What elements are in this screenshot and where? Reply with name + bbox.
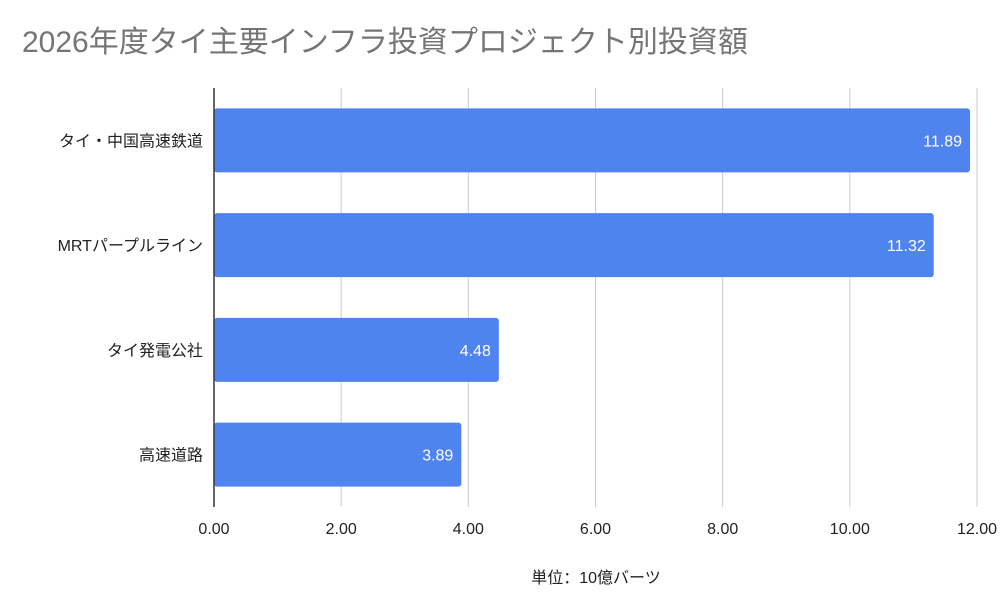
- category-label: タイ発電公社: [107, 342, 203, 360]
- x-tick-label: 2.00: [326, 521, 357, 538]
- bar: [214, 422, 462, 487]
- x-tick-label: 10.00: [830, 521, 870, 538]
- data-label: 4.48: [460, 343, 491, 360]
- x-tick-label: 4.00: [453, 521, 484, 538]
- data-label: 11.89: [923, 133, 962, 150]
- bar: [214, 108, 971, 173]
- chart-title: 2026年度タイ主要インフラ投資プロジェクト別投資額: [22, 26, 748, 59]
- bar: [214, 213, 934, 278]
- x-tick-label: 12.00: [957, 521, 997, 538]
- category-label: タイ・中国高速鉄道: [59, 132, 203, 150]
- x-tick-label: 0.00: [198, 521, 229, 538]
- data-label: 3.89: [422, 448, 453, 465]
- x-tick-label: 6.00: [580, 521, 611, 538]
- category-label: 高速道路: [139, 447, 203, 465]
- category-label: MRTパープルライン: [58, 237, 203, 255]
- x-tick-label: 8.00: [707, 521, 738, 538]
- x-axis-label: 単位：10億バーツ: [531, 569, 660, 587]
- bar: [214, 317, 499, 382]
- data-label: 11.32: [887, 238, 926, 255]
